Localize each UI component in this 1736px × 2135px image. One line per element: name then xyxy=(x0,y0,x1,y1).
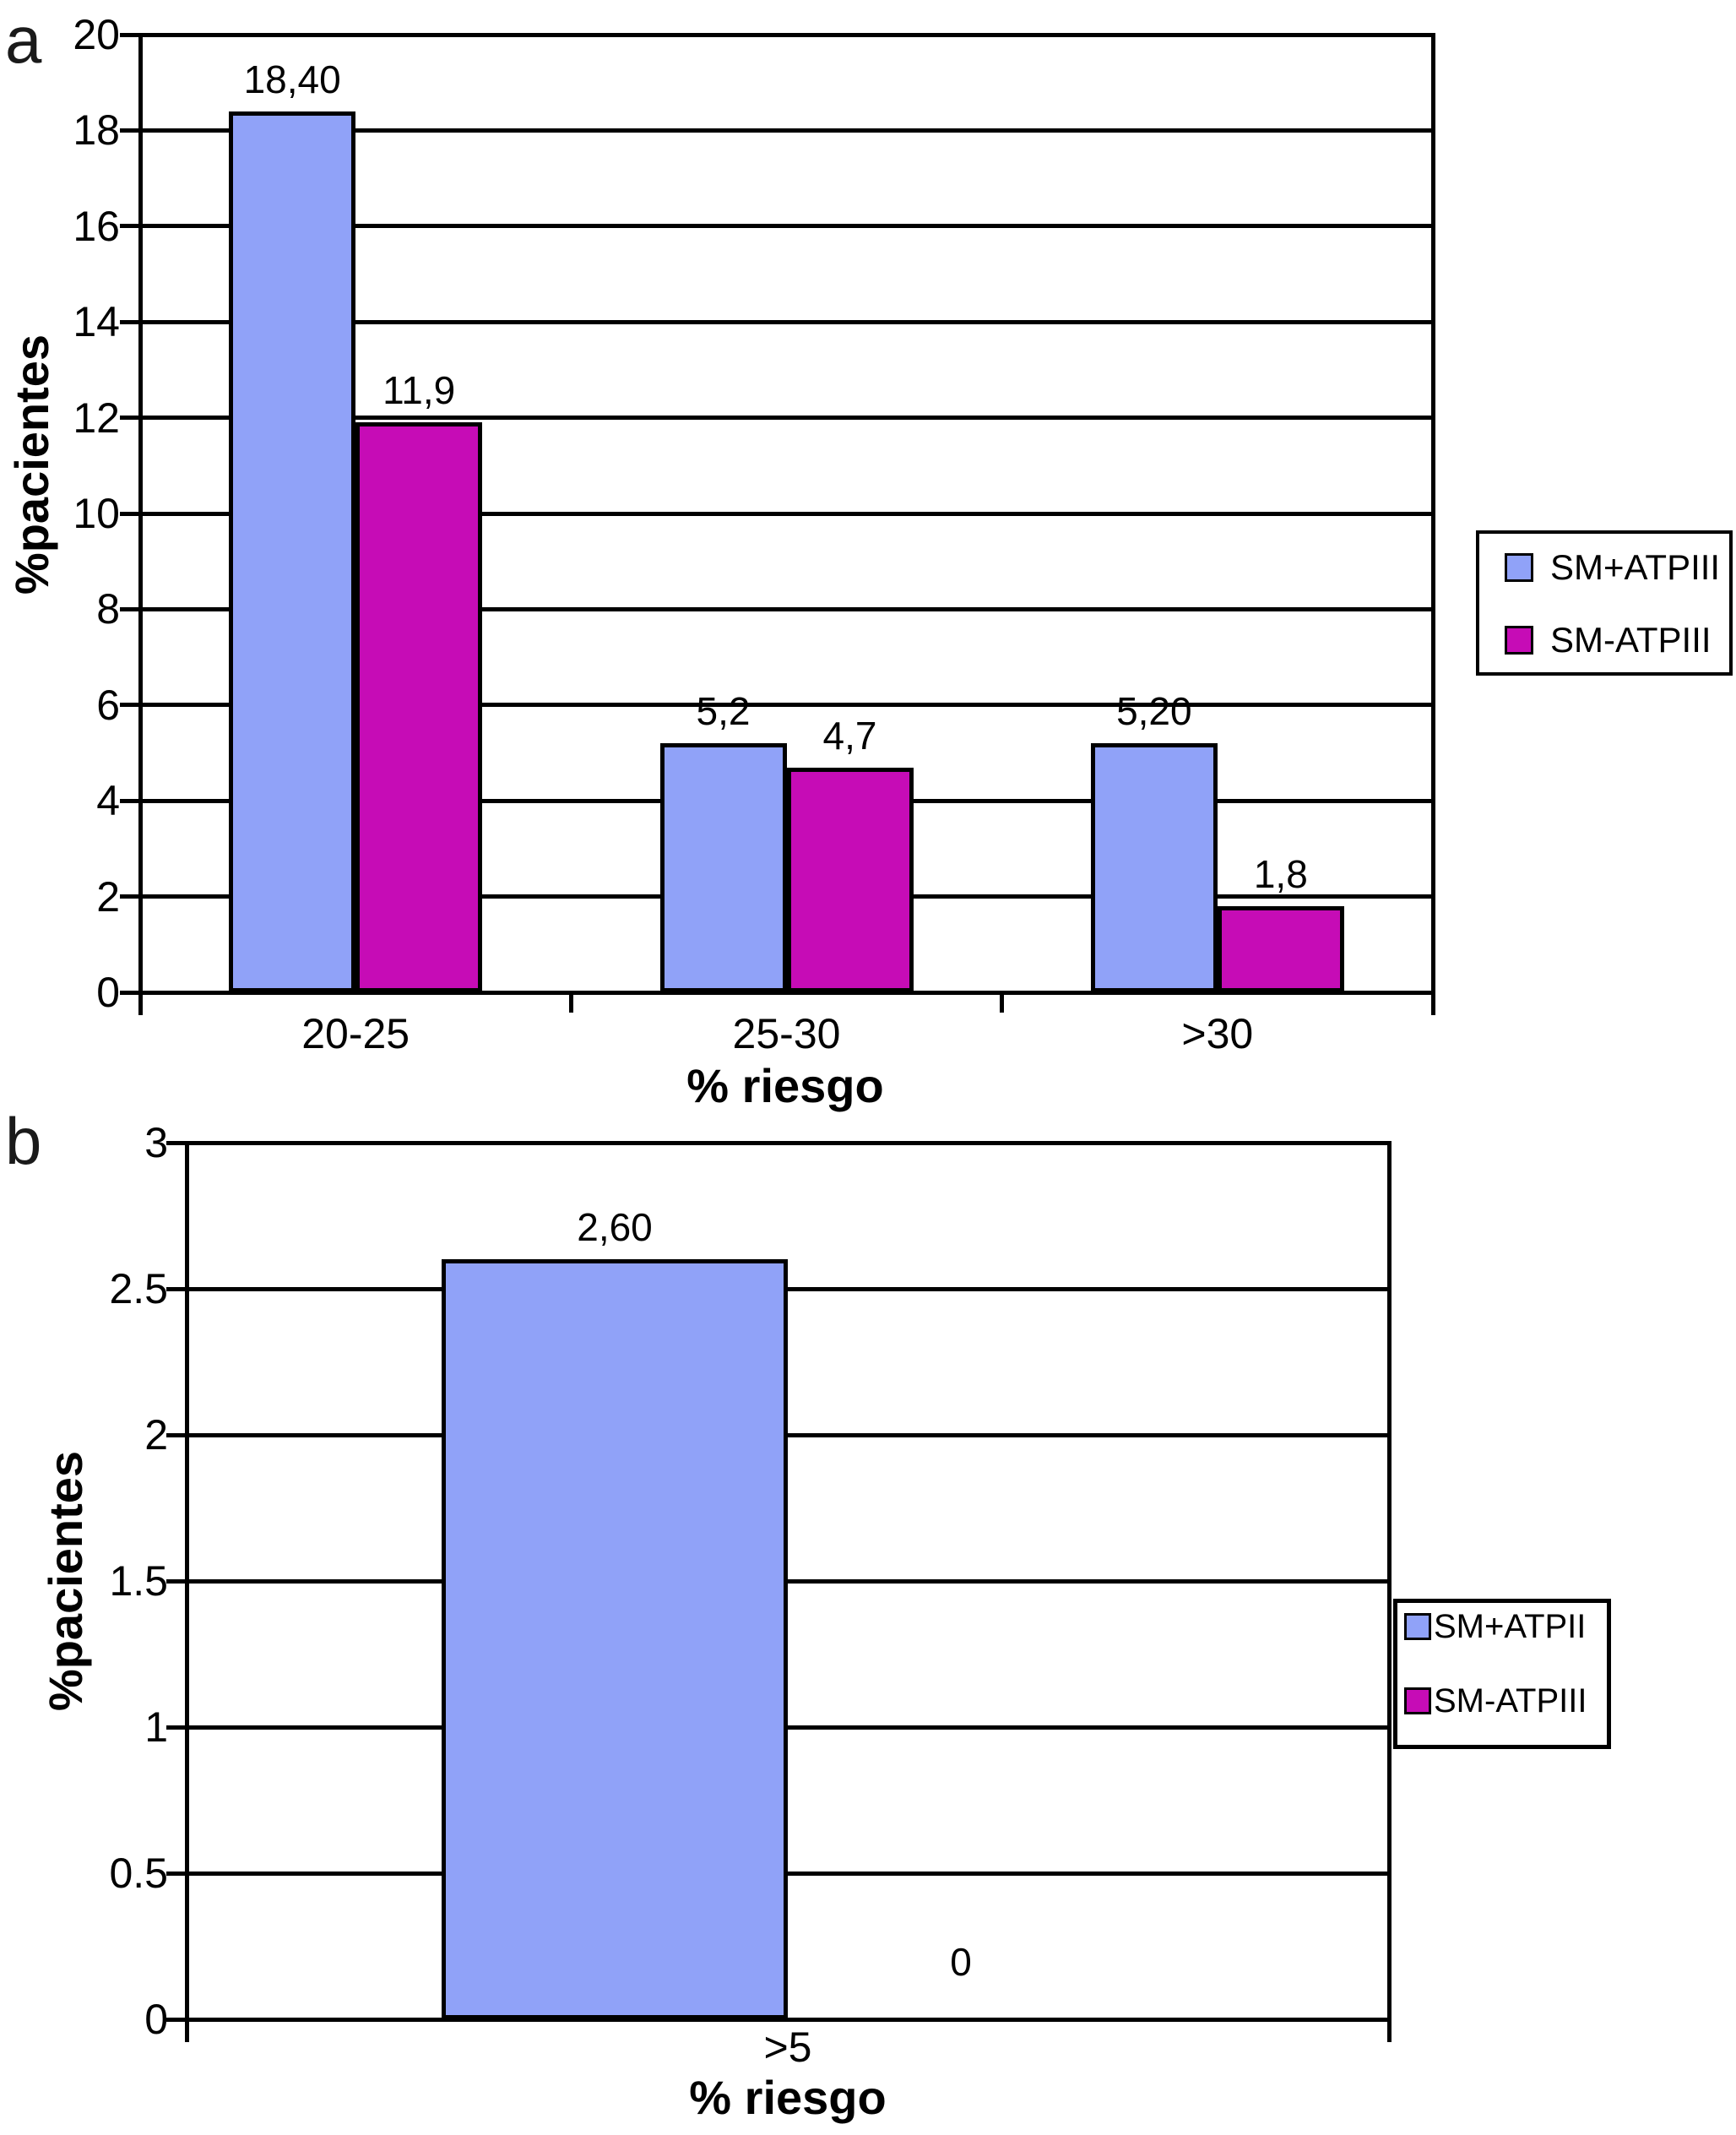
bar-value-label: 18,40 xyxy=(243,57,341,101)
gridline xyxy=(187,1725,1389,1730)
gridline xyxy=(140,606,1433,611)
gridline xyxy=(140,319,1433,324)
x-tick xyxy=(568,992,573,1013)
y-tick xyxy=(166,1432,187,1437)
category-label: 25-30 xyxy=(732,1010,841,1057)
x-tick xyxy=(1000,992,1005,1013)
x-axis-line xyxy=(187,2017,1389,2022)
y-tick-label: 14 xyxy=(73,298,120,346)
gridline xyxy=(187,1286,1389,1291)
y-tick-label: 0 xyxy=(96,969,120,1016)
gridline xyxy=(187,1432,1389,1437)
y-tick-label: 12 xyxy=(73,394,120,442)
y-tick-label: 3 xyxy=(144,1119,168,1166)
y-tick-label: 4 xyxy=(96,777,120,825)
x-axis-title: % riesgo xyxy=(686,1059,884,1112)
y-tick-label: 8 xyxy=(96,585,120,633)
bar xyxy=(355,422,483,992)
y-tick-label: 10 xyxy=(73,490,120,537)
legend-label: SM+ATPIII xyxy=(1550,547,1721,587)
y-tick xyxy=(120,511,140,516)
y-tick xyxy=(120,990,140,995)
plot-right-border xyxy=(1386,1140,1392,2042)
x-axis-title: % riesgo xyxy=(689,2071,887,2124)
y-tick-label: 0 xyxy=(144,1996,168,2043)
legend-swatch xyxy=(1505,553,1533,582)
y-tick-label: 16 xyxy=(73,202,120,250)
y-tick xyxy=(166,1140,187,1145)
gridline xyxy=(140,416,1433,421)
gridline xyxy=(140,703,1433,708)
gridline xyxy=(187,1871,1389,1876)
legend-label: SM+ATPII xyxy=(1434,1608,1587,1645)
gridline xyxy=(140,224,1433,229)
bar-value-label: 2,60 xyxy=(577,1205,653,1250)
bar-value-label: 4,7 xyxy=(822,713,877,758)
y-tick xyxy=(120,894,140,899)
legend-swatch xyxy=(1505,626,1533,655)
bar-value-label: 11,9 xyxy=(382,368,456,413)
y-tick-label: 1 xyxy=(144,1703,168,1751)
gridline xyxy=(140,32,1433,37)
y-tick xyxy=(120,703,140,708)
y-tick-label: 18 xyxy=(73,106,120,155)
gridline xyxy=(187,1140,1389,1145)
y-tick xyxy=(120,224,140,229)
category-label: >30 xyxy=(1181,1010,1254,1057)
bar xyxy=(786,767,914,992)
y-tick xyxy=(120,32,140,37)
y-tick xyxy=(120,319,140,324)
panel-letter-a: a xyxy=(5,3,42,77)
y-tick xyxy=(120,606,140,611)
panel-letter-b: b xyxy=(5,1104,42,1178)
gridline xyxy=(140,128,1433,133)
y-tick xyxy=(120,798,140,803)
y-tick xyxy=(166,1871,187,1876)
bar xyxy=(1090,743,1218,992)
bar-value-label: 0 xyxy=(950,1940,972,1984)
y-axis-line xyxy=(138,32,143,1015)
bar xyxy=(659,743,787,992)
bar xyxy=(442,1259,788,2019)
gridline xyxy=(187,1578,1389,1584)
x-axis-line xyxy=(140,990,1433,995)
y-tick xyxy=(120,128,140,133)
y-tick xyxy=(166,2017,187,2022)
legend-label: SM-ATPIII xyxy=(1550,620,1712,660)
bar-value-label: 5,20 xyxy=(1116,689,1192,734)
y-tick xyxy=(166,1286,187,1291)
category-label: 20-25 xyxy=(301,1010,410,1057)
y-tick-label: 2 xyxy=(144,1411,168,1459)
y-tick-label: 2 xyxy=(96,872,120,921)
y-tick xyxy=(166,1725,187,1730)
legend-swatch xyxy=(1404,1613,1431,1640)
bar xyxy=(229,111,356,992)
y-tick-label: 6 xyxy=(96,681,120,729)
legend-swatch xyxy=(1404,1687,1431,1714)
y-tick xyxy=(120,416,140,421)
y-tick-label: 2.5 xyxy=(109,1265,168,1312)
legend-label: SM-ATPIII xyxy=(1434,1682,1587,1719)
category-label: >5 xyxy=(763,2024,812,2071)
bar xyxy=(1217,905,1344,992)
y-tick-label: 20 xyxy=(73,11,120,58)
y-axis-line xyxy=(184,1140,189,2042)
y-tick xyxy=(166,1578,187,1584)
plot-right-border xyxy=(1430,32,1435,1015)
gridline xyxy=(140,511,1433,516)
y-tick-label: 1.5 xyxy=(109,1557,168,1605)
bar-value-label: 5,2 xyxy=(696,689,751,734)
bar-value-label: 1,8 xyxy=(1253,851,1308,896)
y-tick-label: 0.5 xyxy=(109,1850,168,1897)
